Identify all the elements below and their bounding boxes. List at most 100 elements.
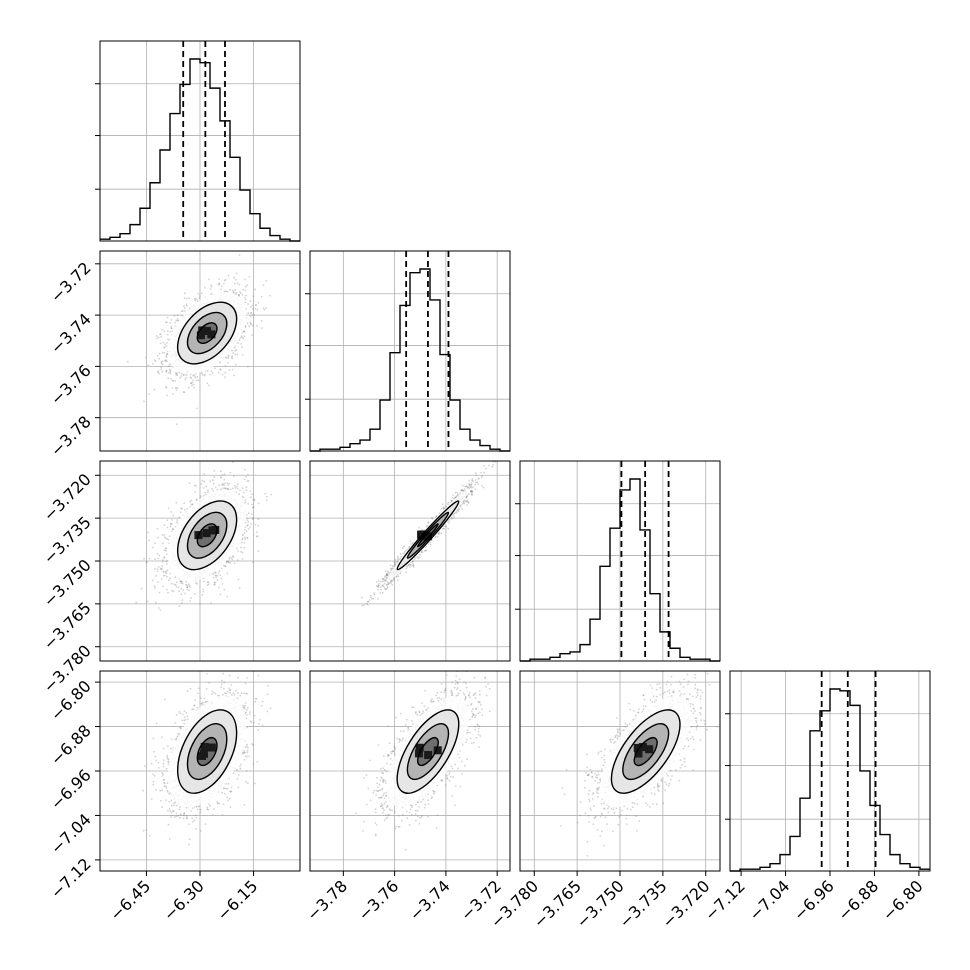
- sample-point: [223, 290, 226, 293]
- sample-point: [238, 294, 241, 296]
- sample-point: [163, 346, 166, 349]
- sample-point: [207, 583, 210, 585]
- sample-point: [442, 506, 445, 509]
- sample-point: [209, 373, 212, 376]
- sample-point: [175, 423, 178, 426]
- sample-point: [204, 373, 207, 376]
- sample-point: [213, 476, 216, 479]
- sample-point: [206, 382, 209, 385]
- sample-point: [219, 476, 222, 478]
- sample-point: [226, 362, 229, 364]
- sample-point: [176, 519, 179, 521]
- sample-point: [366, 603, 369, 606]
- density-core-block: [202, 529, 211, 538]
- sample-point: [194, 297, 197, 300]
- sample-point: [178, 590, 180, 593]
- hist-panel-3: [725, 670, 931, 872]
- sample-point: [156, 527, 159, 530]
- sample-point: [244, 298, 247, 301]
- sample-point: [249, 321, 252, 324]
- sample-point: [170, 325, 173, 328]
- sample-point: [262, 307, 265, 309]
- sample-point: [245, 517, 248, 519]
- sample-point: [224, 278, 227, 281]
- sample-point: [246, 537, 249, 540]
- sample-point: [231, 357, 234, 360]
- sample-point: [253, 499, 256, 502]
- sample-point: [180, 507, 183, 510]
- sample-point: [470, 490, 472, 493]
- scatter-panel-2-0: [95, 460, 301, 662]
- sample-point: [225, 487, 228, 490]
- sample-point: [466, 500, 468, 503]
- sample-point: [169, 572, 172, 575]
- sample-point: [186, 586, 189, 589]
- sample-point: [145, 560, 148, 563]
- sample-point: [175, 585, 178, 588]
- sample-point: [468, 487, 471, 490]
- sample-point: [220, 476, 223, 479]
- sample-point: [167, 371, 170, 374]
- sample-point: [244, 326, 247, 328]
- sample-point: [191, 384, 193, 387]
- histogram-0: [100, 58, 300, 242]
- sample-point: [172, 393, 174, 395]
- sample-point: [153, 388, 156, 391]
- sample-point: [215, 576, 218, 579]
- sample-point: [240, 550, 243, 553]
- sample-point: [148, 557, 151, 560]
- sample-point: [175, 319, 178, 322]
- sample-point: [188, 589, 191, 591]
- sample-point: [412, 560, 414, 563]
- sample-point: [166, 333, 169, 336]
- sample-point: [471, 479, 473, 482]
- sample-point: [232, 556, 235, 558]
- sample-point: [246, 536, 249, 539]
- sample-point: [165, 572, 168, 575]
- sample-point: [162, 559, 164, 561]
- sample-point: [164, 571, 167, 573]
- sample-point: [243, 536, 246, 539]
- sample-point: [161, 533, 164, 536]
- contour-2-0-1: [186, 511, 228, 559]
- sample-point: [189, 600, 192, 602]
- sample-point: [169, 363, 171, 366]
- sample-point: [167, 539, 170, 541]
- sample-point: [172, 528, 175, 530]
- sample-point: [253, 313, 256, 316]
- sample-point: [203, 473, 206, 475]
- sample-point: [140, 587, 143, 590]
- sample-point: [165, 537, 168, 540]
- sample-point: [243, 546, 246, 549]
- sample-point: [409, 564, 412, 566]
- sample-point: [176, 372, 179, 374]
- sample-point: [203, 487, 205, 489]
- density-core-block: [203, 327, 212, 336]
- sample-point: [175, 389, 178, 391]
- sample-point: [182, 373, 185, 376]
- sample-point: [156, 337, 159, 340]
- sample-point: [184, 310, 186, 312]
- sample-point: [218, 484, 221, 487]
- sample-point: [257, 518, 260, 521]
- sample-point: [447, 501, 450, 504]
- sample-point: [228, 482, 231, 485]
- sample-point: [245, 486, 248, 489]
- sample-point: [212, 489, 215, 492]
- sample-point: [472, 480, 474, 482]
- sample-point: [256, 531, 258, 534]
- sample-point: [192, 379, 195, 382]
- sample-point: [216, 488, 219, 491]
- sample-point: [161, 329, 164, 331]
- sample-point: [244, 285, 247, 288]
- sample-point: [246, 480, 249, 482]
- sample-point: [254, 288, 256, 291]
- sample-point: [208, 278, 210, 281]
- sample-point: [207, 489, 209, 492]
- sample-point: [190, 499, 193, 502]
- sample-point: [226, 482, 229, 484]
- sample-point: [246, 284, 249, 287]
- sample-point: [243, 542, 246, 544]
- sample-point: [388, 581, 391, 584]
